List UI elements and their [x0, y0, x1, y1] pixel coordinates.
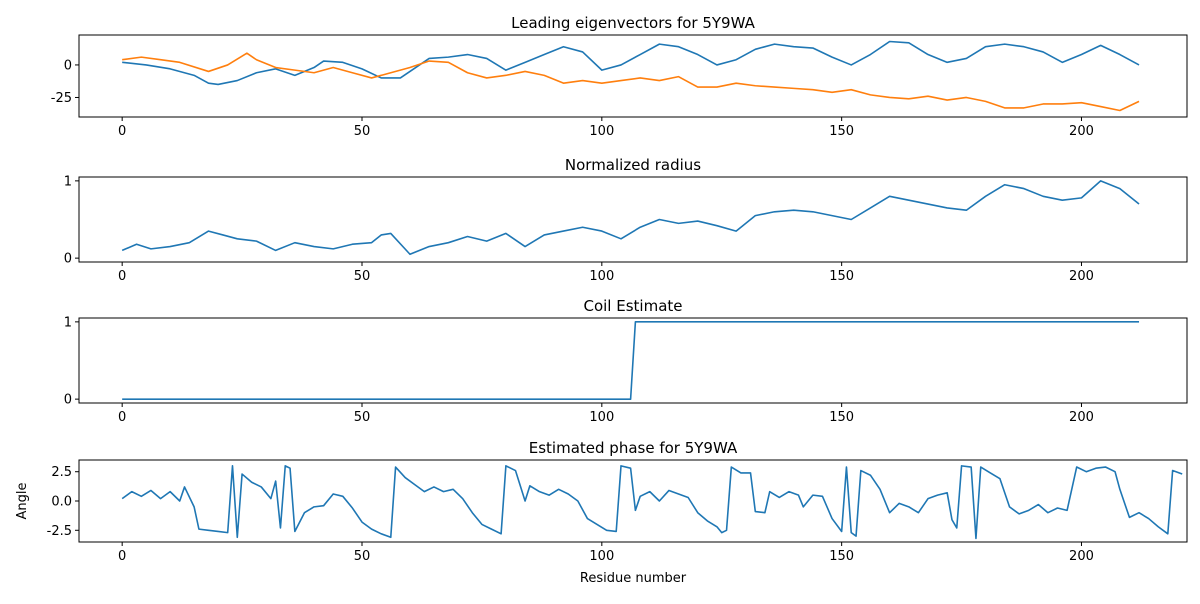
x-tick-label: 200: [1069, 124, 1094, 139]
x-tick-label: 100: [589, 269, 614, 284]
axes-frame: [78, 459, 1188, 543]
x-tick-label: 50: [354, 549, 371, 564]
y-tick-label: 0: [64, 393, 72, 408]
y-tick-label: 0: [64, 58, 72, 73]
y-tick-label: -25: [51, 91, 72, 106]
x-axis-label: Residue number: [580, 571, 687, 586]
x-tick-label: 50: [354, 410, 371, 425]
x-tick-label: 200: [1069, 410, 1094, 425]
y-tick-label: -2.5: [47, 524, 72, 539]
x-tick-label: 50: [354, 269, 371, 284]
subplot-coil-estimate: Coil Estimate 0 50 100 150 200 0 1: [64, 297, 1188, 425]
x-tick-label: 150: [829, 124, 854, 139]
series-line-0: [122, 321, 1140, 400]
series-line-1: [122, 52, 1140, 112]
y-tick-label: 1: [64, 174, 72, 189]
x-tick-label: 100: [589, 410, 614, 425]
x-tick-label: 200: [1069, 269, 1094, 284]
y-tick-label: 0: [64, 252, 72, 267]
subplot-normalized-radius: Normalized radius 0 50 100 150 200 0 1: [64, 156, 1188, 284]
y-axis-label: Angle: [15, 483, 30, 520]
x-tick-label: 0: [118, 269, 126, 284]
chart-title: Coil Estimate: [583, 297, 682, 315]
x-tick-label: 150: [829, 549, 854, 564]
axes-frame: [78, 317, 1188, 404]
x-tick-label: 100: [589, 549, 614, 564]
chart-title: Normalized radius: [565, 156, 701, 174]
chart-title: Estimated phase for 5Y9WA: [529, 439, 738, 457]
x-tick-label: 150: [829, 410, 854, 425]
series-line-0: [122, 40, 1140, 86]
x-tick-label: 0: [118, 549, 126, 564]
subplot-estimated-phase: Estimated phase for 5Y9WA 0 50 100 150 200 -2.…: [15, 439, 1188, 586]
x-tick-label: 0: [118, 124, 126, 139]
axes-frame: [78, 34, 1188, 118]
y-tick-label: 2.5: [51, 465, 72, 480]
axes-frame: [78, 176, 1188, 263]
y-tick-label: 0.0: [51, 495, 72, 510]
chart-title: Leading eigenvectors for 5Y9WA: [511, 14, 755, 32]
x-tick-label: 0: [118, 410, 126, 425]
subplot-eigenvectors: Leading eigenvectors for 5Y9WA 0 50 100 150 2…: [51, 14, 1188, 139]
x-tick-label: 50: [354, 124, 371, 139]
x-tick-label: 100: [589, 124, 614, 139]
series-line-0: [121, 465, 1183, 540]
y-tick-label: 1: [64, 315, 72, 330]
x-tick-label: 200: [1069, 549, 1094, 564]
series-line-0: [121, 180, 1140, 256]
x-tick-label: 150: [829, 269, 854, 284]
